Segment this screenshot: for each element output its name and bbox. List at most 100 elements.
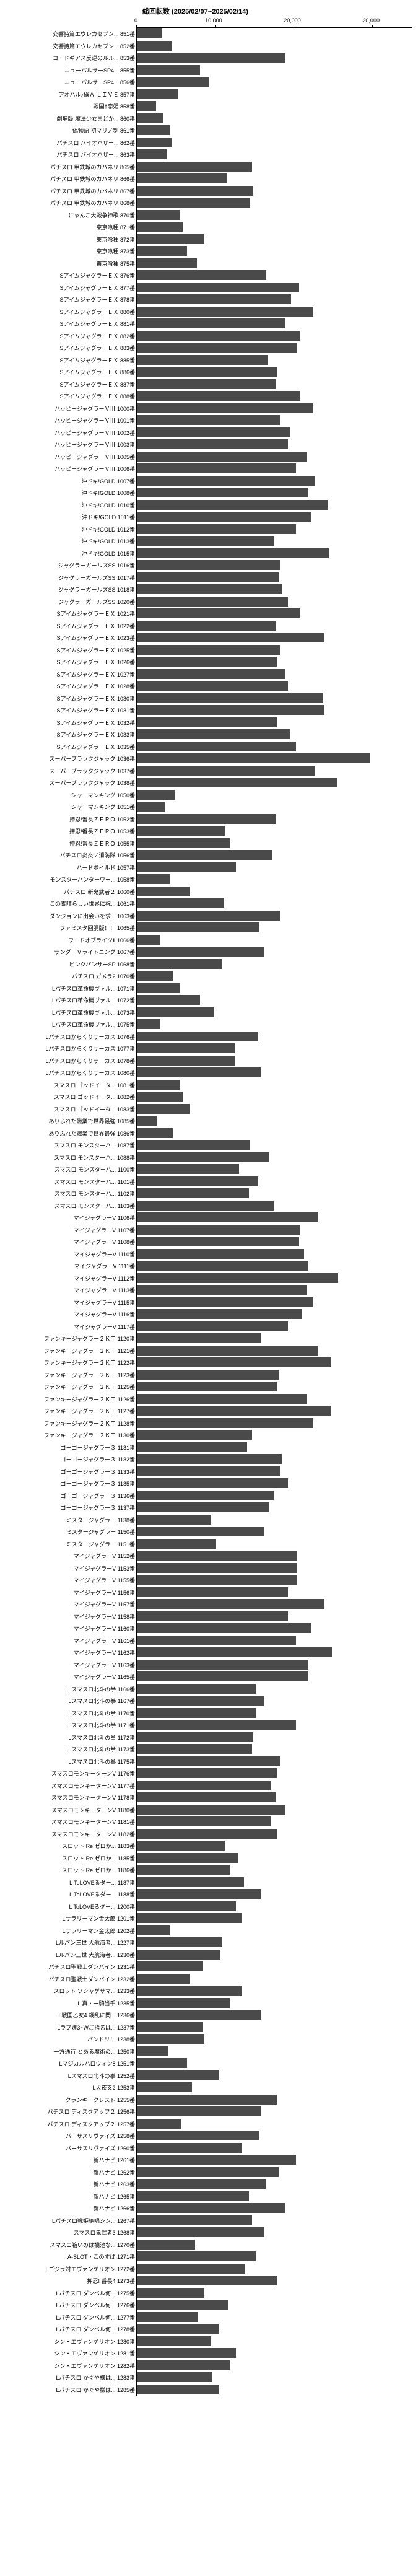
chart-row: Lスマスロ北斗の拳 1166番: [6, 1683, 412, 1696]
bar-area: [136, 209, 412, 222]
chart-row: Lスマスロ北斗の拳 1170番: [6, 1707, 412, 1720]
bar-area: [136, 2094, 412, 2106]
chart-row: ミスタージャグラー 1138番: [6, 1514, 412, 1527]
y-axis-label: 新ハナビ 1262番: [6, 2168, 136, 2176]
bar: [137, 608, 300, 618]
chart-row: ハードボイルド 1057番: [6, 862, 412, 874]
chart-row: スマスロ モンスターハ... 1102番: [6, 1188, 412, 1200]
bar: [137, 1502, 269, 1512]
bar-area: [136, 2251, 412, 2263]
y-axis-label: ミスタージャグラー 1150番: [6, 1528, 136, 1536]
y-axis-label: スロット Re:ゼロか... 1185番: [6, 1854, 136, 1862]
y-axis-label: ダンジョンに出会いを求... 1063番: [6, 912, 136, 920]
y-axis-label: ハッピージャグラーＶⅢ 1002番: [6, 429, 136, 437]
bar-area: [136, 620, 412, 633]
bar: [137, 452, 307, 462]
y-axis-label: コードギアス反逆のルル... 853番: [6, 54, 136, 62]
bar: [137, 427, 290, 437]
bar: [137, 1671, 308, 1681]
bar-area: [136, 1695, 412, 1707]
chart-row: ファンキージャグラー２ＫＴ 1127番: [6, 1405, 412, 1417]
bar: [137, 1515, 211, 1525]
chart-row: Lパチスロ ダンベル何... 1278番: [6, 2323, 412, 2336]
bar-area: [136, 2070, 412, 2082]
bar-area: [136, 100, 412, 113]
y-axis-label: SアイムジャグラーＥＸ 1028番: [6, 682, 136, 690]
bar-area: [136, 644, 412, 657]
y-axis-label: マイジャグラーV 1158番: [6, 1613, 136, 1621]
chart-row: SアイムジャグラーＥＸ 1030番: [6, 693, 412, 705]
bar: [137, 947, 264, 957]
bar-area: [136, 2311, 412, 2324]
bar: [137, 633, 324, 642]
bar: [137, 572, 279, 582]
bar: [137, 1913, 242, 1923]
chart-row: サンダーＶライトニング 1067番: [6, 946, 412, 958]
chart-row: Lサラリーマン金太郎 1202番: [6, 1925, 412, 1937]
chart-row: ファンキージャグラー２ＫＴ 1126番: [6, 1393, 412, 1406]
bar: [137, 113, 163, 123]
bar-area: [136, 1490, 412, 1502]
chart-row: スマスロ ゴッドイータ... 1082番: [6, 1091, 412, 1103]
chart-row: Lパチスロからくりサーカス 1077番: [6, 1043, 412, 1055]
bar-area: [136, 1550, 412, 1562]
y-axis-label: マイジャグラーV 1115番: [6, 1299, 136, 1307]
y-axis-label: SアイムジャグラーＥＸ 1023番: [6, 634, 136, 642]
chart-row: マイジャグラーV 1165番: [6, 1671, 412, 1683]
y-axis-label: スマスロ箱いのは橋池な... 1270番: [6, 2241, 136, 2249]
bar-area: [136, 1707, 412, 1720]
y-axis-label: スマスロ モンスターハ... 1100番: [6, 1165, 136, 1173]
bar: [137, 1418, 313, 1428]
bar: [137, 1164, 239, 1174]
bar: [137, 2010, 261, 2020]
bar: [137, 1297, 313, 1307]
bar-area: [136, 221, 412, 234]
bar-area: [136, 1925, 412, 1937]
bar-area: [136, 2275, 412, 2287]
y-axis-label: Lサラリーマン金太郎 1202番: [6, 1927, 136, 1935]
y-axis-label: Lスマスロ北斗の拳 1171番: [6, 1721, 136, 1729]
chart-row: 新ハナビ 1265番: [6, 2191, 412, 2203]
y-axis-label: Lスマスロ北斗の拳 1167番: [6, 1697, 136, 1705]
chart-row: スマスロモンキーターンV 1182番: [6, 1828, 412, 1841]
y-axis-label: SアイムジャグラーＥＸ 1021番: [6, 610, 136, 618]
chart-row: SアイムジャグラーＥＸ 1022番: [6, 620, 412, 633]
bar-area: [136, 1139, 412, 1152]
bar-area: [136, 2082, 412, 2094]
bar: [137, 2288, 204, 2298]
bar: [137, 1768, 277, 1778]
bar-area: [136, 1200, 412, 1212]
y-axis-label: SアイムジャグラーＥＸ 1032番: [6, 719, 136, 727]
y-axis-label: スマスロ ゴッドイータ... 1082番: [6, 1093, 136, 1101]
bar-area: [136, 197, 412, 209]
y-axis-label: L 真・一騎当千 1235番: [6, 1999, 136, 2007]
bar-area: [136, 366, 412, 379]
bar: [137, 258, 197, 268]
chart-row: パチスロ ディスクアップ２ 1257番: [6, 2118, 412, 2131]
y-axis-label: 押忍! 番長4 1273番: [6, 2277, 136, 2285]
bar: [137, 2348, 236, 2358]
chart-row: 押忍!番長ＺＥＲＯ 1053番: [6, 825, 412, 838]
bar: [137, 669, 285, 679]
chart-row: ファンキージャグラー２ＫＴ 1120番: [6, 1333, 412, 1345]
chart-row: Lマジカルハロウィン8 1251番: [6, 2057, 412, 2070]
y-axis-label: パチスロ 甲鉄城のカバネリ 866番: [6, 175, 136, 183]
bar: [137, 476, 315, 486]
bar: [137, 959, 222, 969]
chart-row: アオハル♪操Ａ ＬＩＶＥ 857番: [6, 89, 412, 101]
bar-area: [136, 1103, 412, 1116]
bar: [137, 1829, 277, 1839]
bar-area: [136, 704, 412, 717]
y-axis-label: SアイムジャグラーＥＸ 1025番: [6, 646, 136, 654]
bar: [137, 210, 180, 220]
bar: [137, 560, 280, 570]
bar-area: [136, 777, 412, 789]
chart-row: SアイムジャグラーＥＸ 876番: [6, 269, 412, 282]
chart-row: ゴーゴージャグラー３ 1133番: [6, 1466, 412, 1478]
bar: [137, 2143, 242, 2153]
chart-row: シャーマンキング 1051番: [6, 801, 412, 813]
y-axis-label: スマスロ モンスターハ... 1102番: [6, 1189, 136, 1198]
chart-row: シャーマンキング 1050番: [6, 789, 412, 802]
y-axis-label: スマスロ モンスターハ... 1101番: [6, 1178, 136, 1186]
bar: [137, 971, 173, 981]
